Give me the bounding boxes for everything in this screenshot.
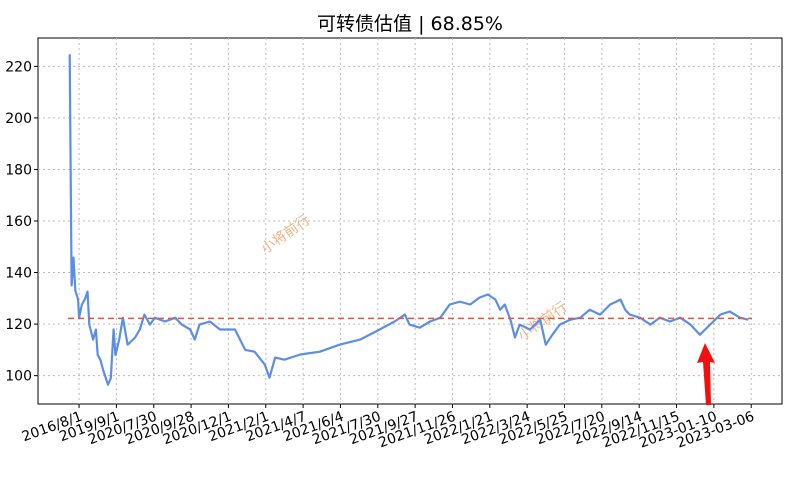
y-tick-label: 120 xyxy=(5,317,32,333)
y-tick-label: 140 xyxy=(5,266,32,282)
watermark: 小将前行 xyxy=(515,298,571,344)
y-tick-label: 180 xyxy=(5,162,32,178)
y-tick-label: 220 xyxy=(5,59,32,75)
line-series xyxy=(68,54,749,386)
y-tick-label: 100 xyxy=(5,369,32,385)
arrow xyxy=(697,343,715,405)
y-tick-label: 200 xyxy=(5,111,32,127)
chart-title: 可转债估值 | 68.85% xyxy=(317,13,503,35)
y-tick-label: 160 xyxy=(5,214,32,230)
